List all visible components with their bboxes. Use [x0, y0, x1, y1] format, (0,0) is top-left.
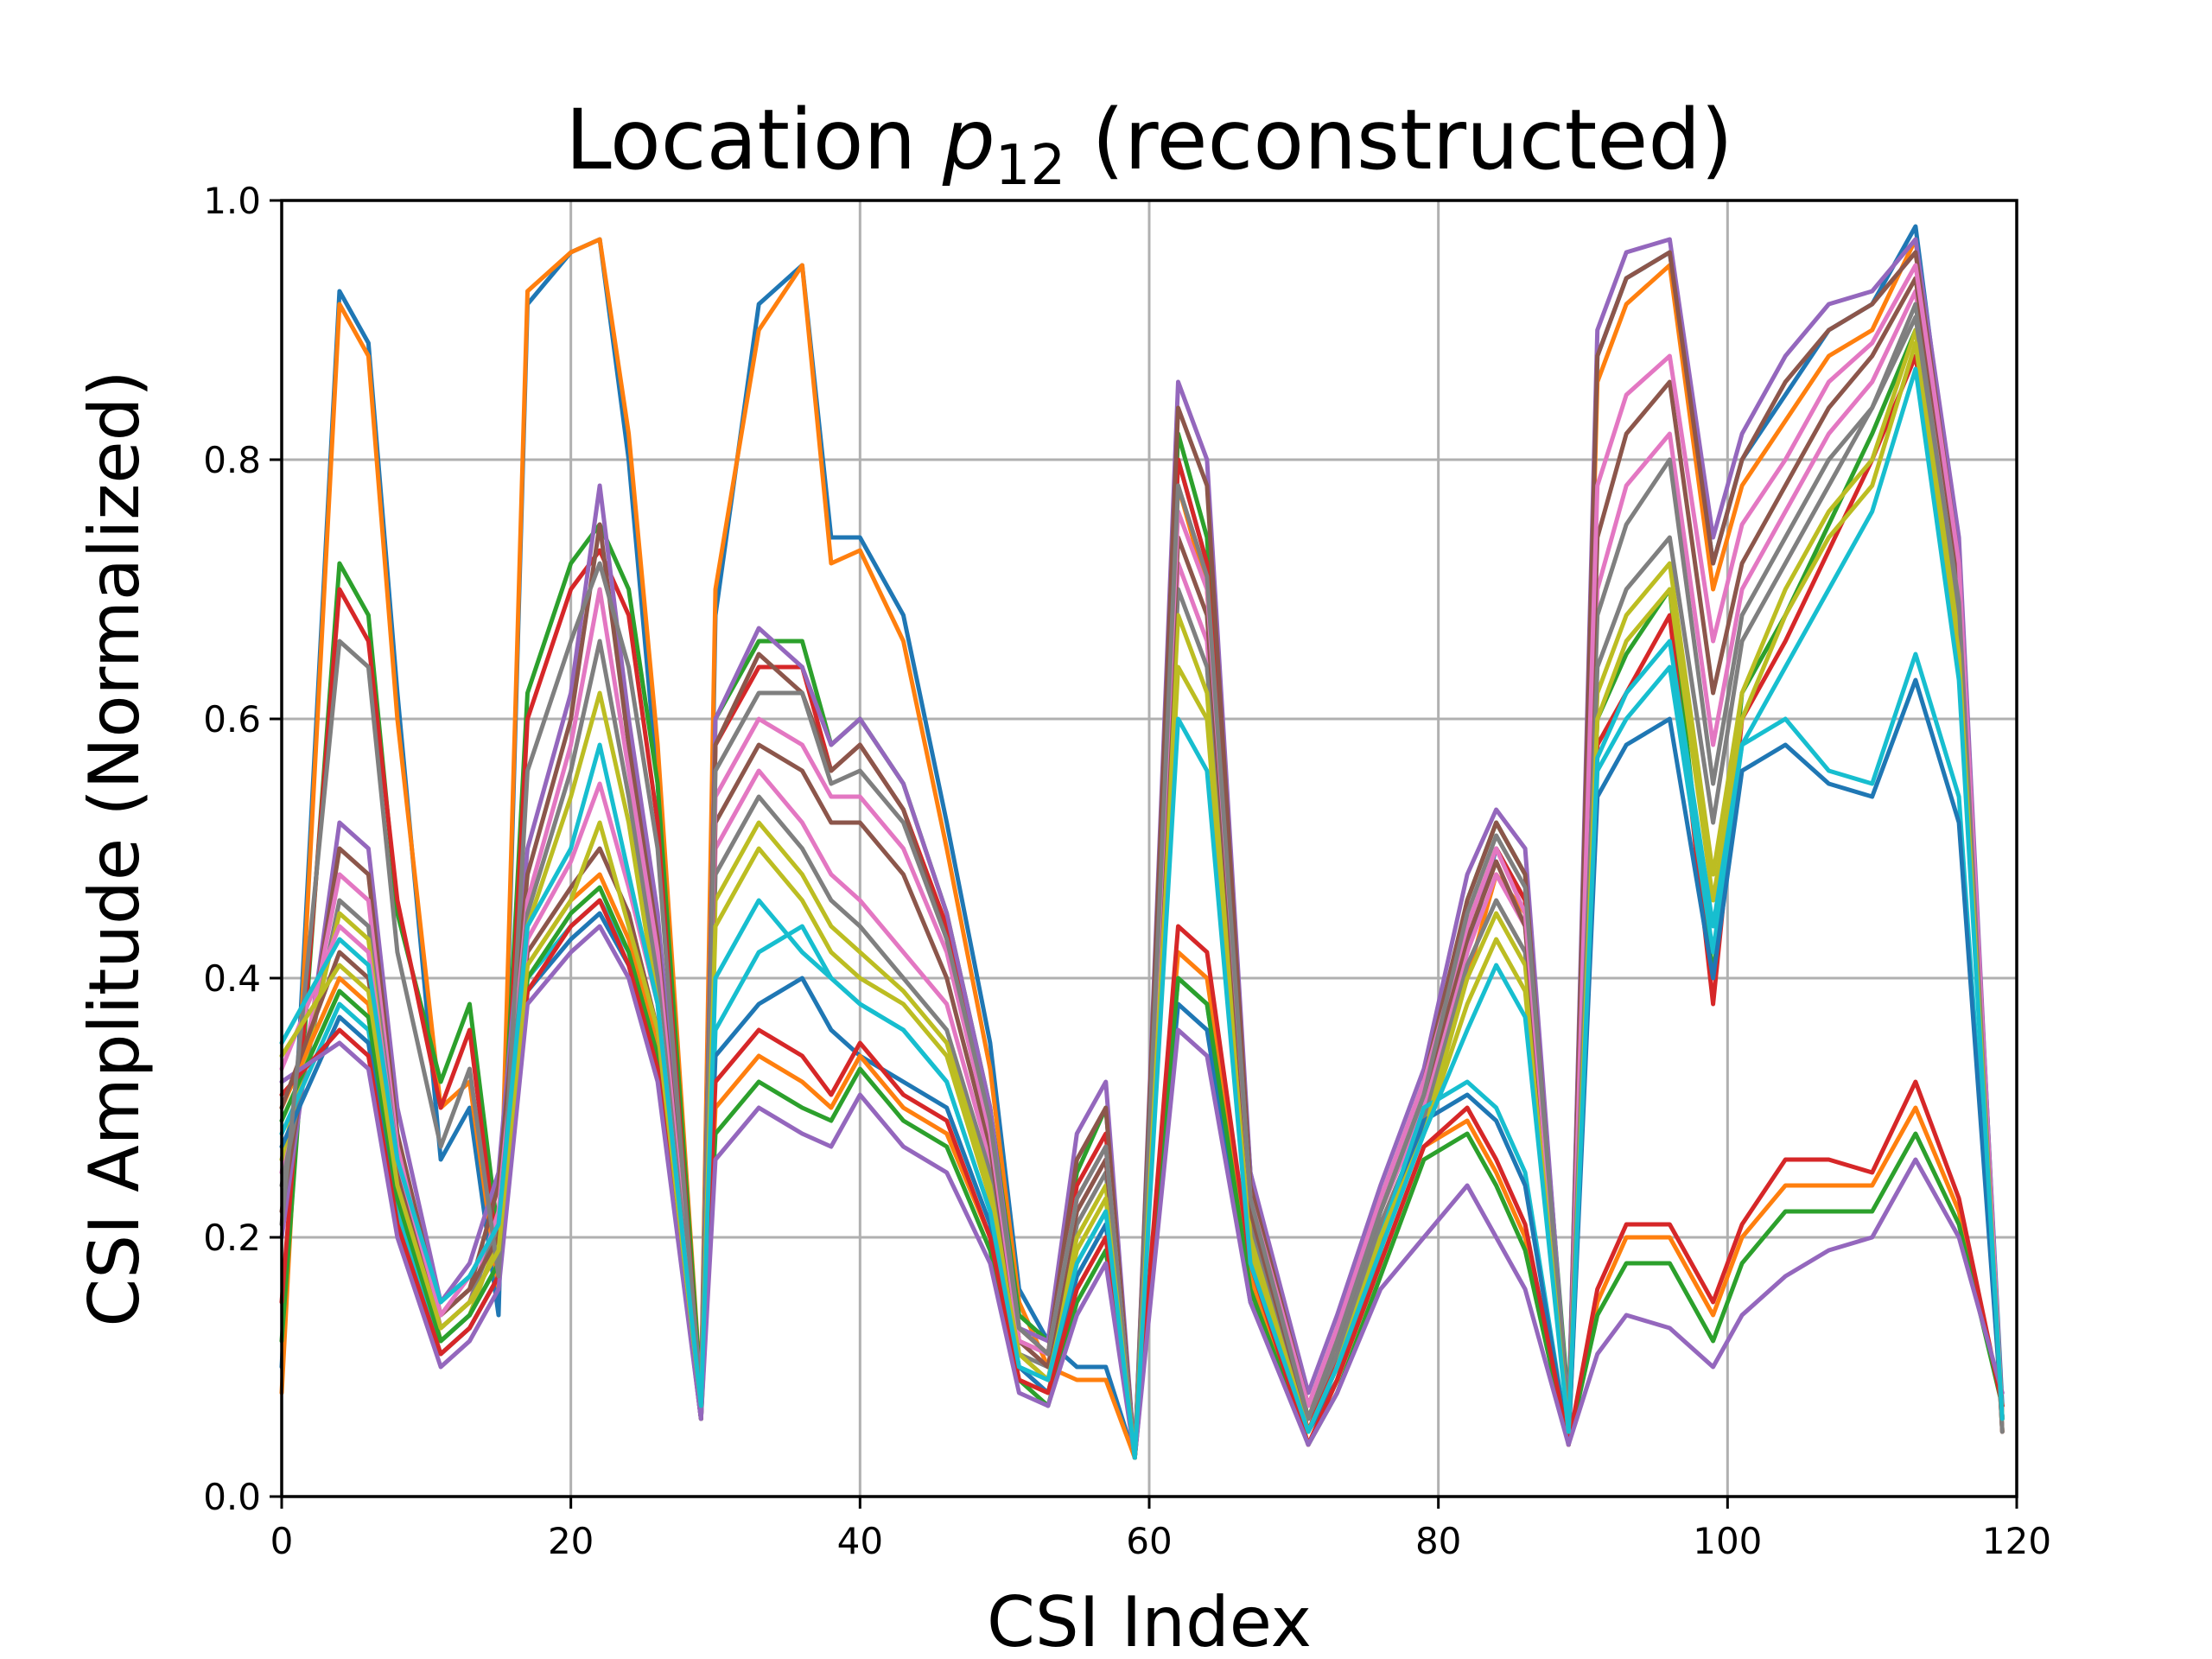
chart-title: Location p12 (reconstructed)	[565, 92, 1733, 198]
series-line-13	[279, 885, 2005, 1460]
series-line-9	[279, 327, 2005, 1460]
x-tick-label: 60	[1126, 1520, 1172, 1562]
y-tick-label: 0.6	[203, 698, 261, 741]
x-tick-label: 20	[548, 1520, 594, 1562]
series-group	[279, 224, 2005, 1460]
series-line-15	[279, 924, 2005, 1460]
y-tick-label: 0.2	[203, 1217, 261, 1259]
y-tick-label: 0.4	[203, 957, 261, 1000]
series-line-11	[279, 677, 2005, 1460]
x-axis-label: CSI Index	[987, 1582, 1312, 1659]
x-tick-label: 40	[837, 1520, 883, 1562]
y-tick-label: 0.8	[203, 439, 261, 481]
y-axis-label: CSI Amplitude (Normalized)	[74, 370, 155, 1326]
series-line-8	[279, 302, 2005, 1460]
ticks: 0 20 40 60 80 100 120 0.0 0.2 0.4 0.6 0.8 1.0	[203, 180, 2051, 1562]
x-tick-label: 120	[1982, 1520, 2051, 1562]
x-tick-label: 80	[1415, 1520, 1461, 1562]
series-line-19	[279, 340, 2005, 1460]
y-tick-label: 0.0	[203, 1476, 261, 1518]
y-tick-label: 1.0	[203, 180, 261, 222]
x-tick-label: 100	[1693, 1520, 1762, 1562]
series-line-18	[279, 315, 2005, 1460]
series-line-6	[279, 250, 2005, 1460]
series-line-20	[279, 366, 2005, 1460]
series-line-16	[279, 276, 2005, 1460]
series-line-14	[279, 898, 2005, 1460]
x-tick-label: 0	[270, 1520, 294, 1562]
